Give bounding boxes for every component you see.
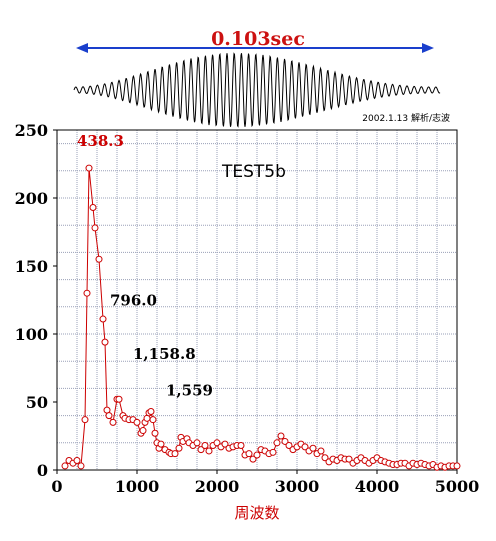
data-point (253, 451, 261, 459)
data-point (281, 437, 289, 445)
x-axis-label: 周波数 (234, 504, 279, 522)
duration-arrow-right-head (422, 43, 434, 53)
grid (57, 130, 457, 470)
x-tick-label: 5000 (435, 477, 480, 496)
data-point (345, 455, 353, 463)
data-point (105, 412, 113, 420)
series (61, 164, 461, 471)
data-point (85, 164, 93, 172)
data-point (197, 446, 205, 454)
data-point (109, 418, 117, 426)
data-point (285, 442, 293, 450)
x-axis: 0 1000 2000 3000 4000 5000 (51, 470, 479, 496)
duration-label: 0.103sec (211, 28, 305, 50)
x-tick-label: 2000 (195, 477, 240, 496)
data-point (101, 338, 109, 346)
data-point (83, 289, 91, 297)
data-point (89, 204, 97, 212)
peak-annotation: 1,158.8 (133, 345, 196, 363)
x-tick-label: 0 (51, 477, 62, 496)
data-point (221, 440, 229, 448)
data-point (237, 442, 245, 450)
duration-arrow-left-head (76, 43, 88, 53)
data-point (91, 224, 99, 232)
data-point (301, 443, 309, 451)
y-tick-label: 0 (37, 461, 48, 480)
data-point (201, 442, 209, 450)
data-point (133, 418, 141, 426)
y-tick-label: 50 (26, 393, 48, 412)
data-point (73, 456, 81, 464)
data-point (81, 416, 89, 424)
y-axis: 0 50 100 150 200 250 (15, 121, 57, 480)
data-point (99, 315, 107, 323)
data-point (175, 444, 183, 452)
data-point (273, 439, 281, 447)
analysis-stamp: 2002.1.13 解析/志波 (362, 112, 450, 124)
y-tick-label: 150 (15, 257, 48, 276)
data-point (139, 427, 147, 435)
chart-title: TEST5b (221, 162, 286, 182)
x-tick-label: 1000 (115, 477, 160, 496)
x-tick-label: 4000 (355, 477, 400, 496)
y-tick-label: 200 (15, 189, 48, 208)
data-point (77, 462, 85, 470)
data-point (193, 439, 201, 447)
data-point (269, 448, 277, 456)
data-point (213, 439, 221, 447)
data-point (277, 432, 285, 440)
data-point (317, 447, 325, 455)
plot-frame (56, 129, 458, 471)
y-tick-label: 100 (15, 325, 48, 344)
data-point (149, 416, 157, 424)
peak-annotation: 796.0 (110, 292, 157, 310)
peak-annotation: 1,559 (166, 382, 213, 400)
x-tick-label: 3000 (275, 477, 320, 496)
peak-annotation: 438.3 (77, 132, 124, 150)
data-point (321, 454, 329, 462)
data-point (95, 255, 103, 263)
y-tick-label: 250 (15, 121, 48, 140)
data-point (61, 462, 69, 470)
series-line (64, 168, 457, 468)
annotations: 438.3 796.0 1,158.8 1,559 (77, 132, 213, 400)
data-point (157, 440, 165, 448)
data-point (309, 444, 317, 452)
data-point (249, 455, 257, 463)
data-point (151, 429, 159, 437)
data-point (147, 408, 155, 416)
data-point (205, 447, 213, 455)
data-point (115, 395, 123, 403)
waveform-panel: 0.103sec 2002.1.13 解析/志波 (73, 28, 450, 128)
data-point (171, 450, 179, 458)
data-point (245, 450, 253, 458)
waveform-trace (73, 52, 441, 128)
data-point (453, 462, 461, 470)
